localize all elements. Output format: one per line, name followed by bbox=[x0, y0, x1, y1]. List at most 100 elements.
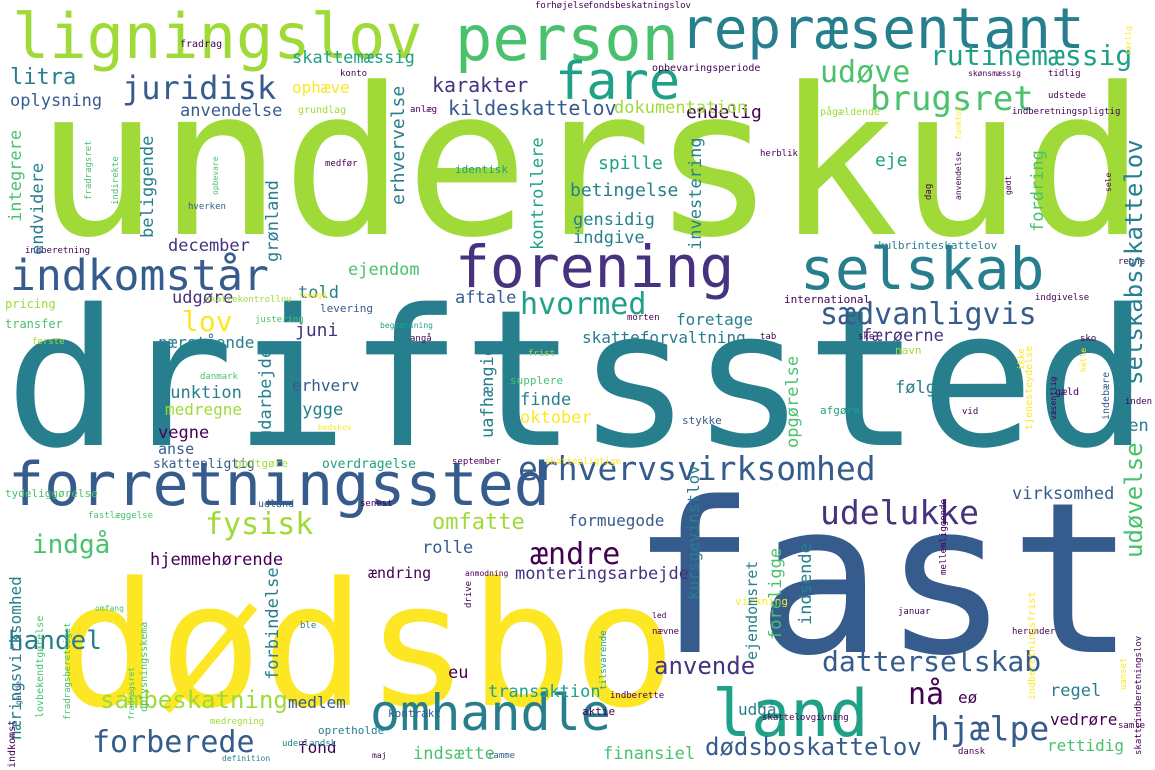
word-hjemmehorende: hjemmehørende bbox=[150, 550, 284, 570]
word-transaktion: transaktion bbox=[488, 682, 601, 702]
word-kontrollere: kontrollere bbox=[528, 137, 548, 250]
word-oktober: oktober bbox=[520, 408, 592, 428]
word-senest: senest bbox=[360, 499, 393, 509]
word-indgaa: indgå bbox=[32, 530, 111, 560]
word-danmark: danmark bbox=[200, 372, 238, 382]
word-pricing: pricing bbox=[5, 297, 56, 311]
word-mellemliggende: mellemliggende bbox=[939, 499, 949, 575]
word-indirekte: indirekte bbox=[111, 156, 121, 205]
word-udstede: udstede bbox=[1048, 91, 1086, 101]
word-aktie: aktie bbox=[582, 705, 616, 718]
word-foreligge: foreligge bbox=[766, 547, 786, 640]
word-ske: ske bbox=[858, 332, 875, 342]
word-saerlig: særlig bbox=[1124, 26, 1133, 55]
word-omfang: omfang bbox=[95, 604, 124, 613]
word-fond: fond bbox=[298, 738, 337, 757]
word-anmodning: anmodning bbox=[465, 569, 509, 578]
word-vedrore: vedrøre bbox=[1050, 710, 1118, 729]
word-anvendelse: anvendelse bbox=[180, 101, 283, 121]
word-beliggende: beliggende bbox=[138, 135, 158, 238]
word-monteringsarbejde: monteringsarbejde bbox=[515, 564, 689, 584]
word-saedvanligvis: sædvanligvis bbox=[820, 297, 1037, 332]
word-folge: følge bbox=[895, 378, 947, 398]
word-haelle: hælle bbox=[1079, 347, 1088, 372]
word-indberetningsfrist: indberetningsfrist bbox=[1027, 591, 1038, 700]
word-indberette: indberette bbox=[610, 691, 665, 701]
word-dokumentation: dokumentation bbox=[614, 98, 748, 118]
word-fondsbeskatningslov: fondsbeskatningslov bbox=[588, 1, 691, 11]
word-ble: ble bbox=[300, 621, 317, 631]
word-december: december bbox=[168, 236, 250, 256]
word-frist: frist bbox=[528, 349, 556, 359]
word-paagaeldende: pågældende bbox=[820, 107, 881, 118]
word-oplysning: oplysning bbox=[10, 91, 103, 111]
word-person: person bbox=[455, 2, 679, 75]
word-udland: udland bbox=[258, 499, 295, 510]
word-gensidig: gensidig bbox=[573, 210, 655, 230]
word-bygge: bygge bbox=[292, 400, 344, 420]
word-skattekontrollov: skattekontrollov bbox=[205, 295, 292, 305]
word-skatteindberetningslov: skatteindberetningslov bbox=[1134, 635, 1144, 755]
word-drive: drive bbox=[464, 580, 474, 608]
word-ligningslov: ligningslov bbox=[12, 0, 423, 73]
word-ramme: ramme bbox=[488, 751, 516, 761]
word-afgore: afgøre bbox=[820, 404, 860, 417]
word-indsende: indsende bbox=[796, 543, 816, 625]
word-finde: finde bbox=[520, 390, 572, 410]
word-dag: dag bbox=[924, 183, 934, 200]
word-kontrakt: kontrakt bbox=[388, 707, 441, 720]
word-karakter: karakter bbox=[432, 73, 529, 97]
word-repraesentant: repræsentant bbox=[680, 0, 1085, 62]
word-skattelovgivning: skattelovgivning bbox=[762, 713, 849, 723]
word-justering: justering bbox=[255, 315, 304, 325]
word-uafhaengig: uafhængig bbox=[478, 345, 498, 438]
word-lov: lov bbox=[182, 305, 233, 338]
word-anlaeg: anlæg bbox=[410, 105, 438, 115]
word-aftale: aftale bbox=[455, 288, 517, 308]
word-inden: inden bbox=[1125, 397, 1153, 407]
word-ejendomsret: ejendomsret bbox=[743, 560, 761, 660]
word-forbindelse: forbindelse bbox=[263, 567, 283, 680]
word-hvormed: hvormed bbox=[520, 287, 647, 322]
word-indsaette: indsætte bbox=[413, 744, 495, 764]
word-erhvervelse: erhvervelse bbox=[388, 85, 409, 205]
word-rutinemaessig: rutinemæssig bbox=[930, 39, 1133, 72]
word-fare: fare bbox=[555, 52, 681, 112]
word-anvaeltse: anvendelse bbox=[954, 151, 963, 200]
word-oplysningsskema: oplysningsskema bbox=[139, 621, 150, 712]
word-fradragsret: fradragsret bbox=[84, 140, 94, 200]
word-samle: samle bbox=[1118, 721, 1146, 731]
word-aendre: ændre bbox=[530, 537, 621, 572]
word-fradrag: fradrag bbox=[180, 39, 223, 50]
word-led: led bbox=[652, 611, 667, 620]
word-indberetningspligtig: indberetningspligtig bbox=[1012, 107, 1121, 117]
word-herblik: herblik bbox=[760, 149, 798, 159]
word-datterselskab: datterselskab bbox=[822, 645, 1042, 678]
word-herunder: herunder bbox=[1012, 627, 1056, 637]
word-skattepligtige: skattepligtige bbox=[545, 457, 621, 467]
word-udovelse: udøvelse bbox=[1120, 442, 1148, 558]
word-bedskov: bedskov bbox=[318, 423, 352, 432]
word-udlandsk: udenlandsk bbox=[282, 739, 337, 749]
word-skonsmaessig: skønsmæssig bbox=[968, 69, 1021, 78]
word-kildeskattelov: kildeskattelov bbox=[448, 96, 617, 120]
word-omfatte: omfatte bbox=[432, 510, 525, 535]
word-udgore: udgøre bbox=[172, 288, 234, 308]
word-forening: forening bbox=[455, 233, 735, 301]
word-fremgaa: fremgå bbox=[298, 291, 327, 300]
word-grundlag: grundlag bbox=[298, 105, 347, 116]
word-galde: galde bbox=[14, 680, 23, 705]
word-finansiel: finansiel bbox=[603, 744, 696, 764]
word-tab: tab bbox=[760, 332, 777, 342]
word-indkomst: indkomst bbox=[7, 719, 18, 768]
word-januar: januar bbox=[898, 607, 931, 617]
word-international: international bbox=[784, 293, 871, 306]
word-selskab: selskab bbox=[800, 235, 1045, 303]
word-maj: maj bbox=[372, 751, 387, 760]
word-skatteforvaltning: skatteforvaltning bbox=[582, 328, 746, 347]
word-konto: konto bbox=[340, 69, 368, 79]
word-dodsboskattelov: dødsboskattelov bbox=[705, 733, 922, 761]
word-eje: eje bbox=[875, 150, 908, 171]
word-regne: regne bbox=[1118, 257, 1146, 267]
